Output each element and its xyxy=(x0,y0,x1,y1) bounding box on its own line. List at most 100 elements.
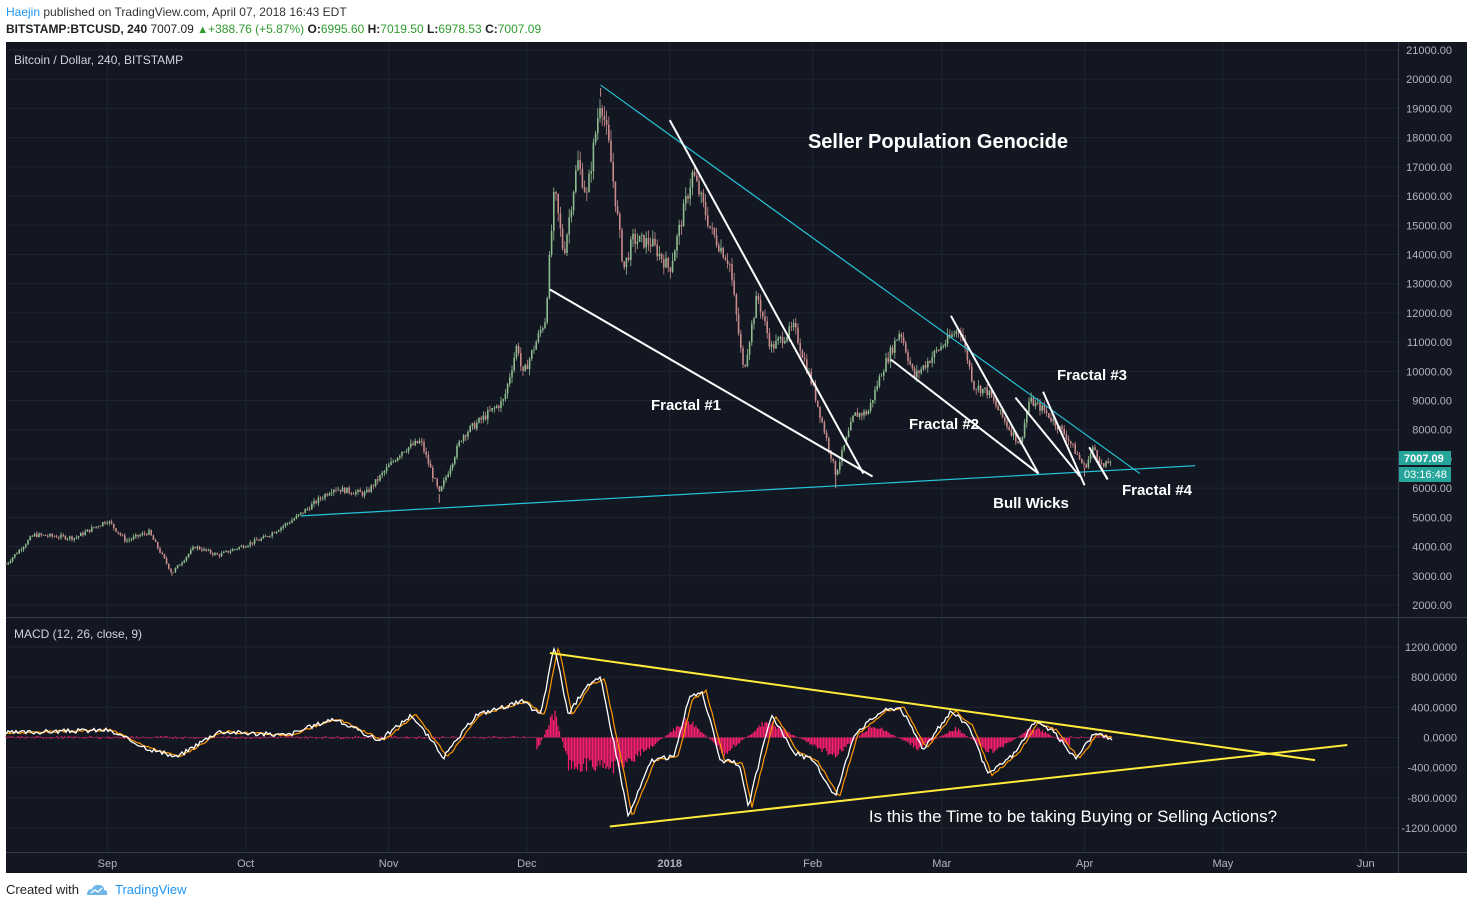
price-candle xyxy=(451,463,454,469)
macd-histogram-bar xyxy=(764,722,766,738)
price-candle xyxy=(396,457,399,462)
macd-histogram-bar xyxy=(50,737,52,739)
macd-histogram-bar xyxy=(92,737,94,738)
macd-histogram-bar xyxy=(267,737,270,739)
macd-histogram-bar xyxy=(342,737,345,739)
price-candle xyxy=(1037,402,1039,404)
author-link[interactable]: Haejin xyxy=(6,5,41,19)
macd-histogram-bar xyxy=(576,737,579,770)
macd-histogram-bar xyxy=(744,737,747,738)
price-candle xyxy=(625,257,628,268)
price-candle xyxy=(674,250,676,261)
macd-histogram-bar xyxy=(675,726,678,738)
macd-histogram-bar xyxy=(278,737,280,738)
macd-histogram-bar xyxy=(102,736,105,738)
macd-histogram-bar xyxy=(114,737,117,739)
price-candle xyxy=(689,187,691,199)
tradingview-brand[interactable]: TradingView xyxy=(85,882,187,897)
price-candle xyxy=(370,485,372,492)
macd-histogram-bar xyxy=(545,729,547,738)
last-price-tag-value: 7007.09 xyxy=(1404,453,1444,465)
macd-legend[interactable]: MACD (12, 26, close, 9) xyxy=(14,627,142,641)
price-candle xyxy=(874,389,876,401)
price-candle xyxy=(1072,443,1074,445)
macd-histogram-bar xyxy=(555,716,558,738)
price-candle xyxy=(247,545,249,547)
macd-histogram-bar xyxy=(339,737,342,739)
ohlc-header: BITSTAMP:BTCUSD, 240 7007.09 ▲+388.76 (+… xyxy=(6,22,541,36)
macd-tick-label: -1200.0000 xyxy=(1401,823,1457,835)
price-candle xyxy=(687,196,689,199)
price-legend[interactable]: Bitcoin / Dollar, 240, BITSTAMP xyxy=(14,53,183,67)
price-candle xyxy=(720,247,722,252)
macd-histogram-bar xyxy=(1085,736,1087,738)
macd-histogram-bar xyxy=(654,737,657,745)
macd-histogram-bar xyxy=(525,737,528,738)
macd-histogram-bar xyxy=(792,734,795,738)
macd-histogram-bar xyxy=(15,737,18,738)
macd-histogram-bar xyxy=(906,737,909,742)
price-candle xyxy=(929,361,931,363)
price-candle xyxy=(242,545,245,548)
price-candle xyxy=(605,120,608,125)
macd-histogram-bar xyxy=(531,736,534,738)
price-candle xyxy=(146,533,148,535)
macd-histogram-bar xyxy=(48,737,51,739)
macd-histogram-bar xyxy=(806,737,808,743)
price-candle xyxy=(286,523,289,524)
price-candle xyxy=(1030,397,1032,402)
macd-histogram-bar xyxy=(875,728,877,738)
macd-histogram-bar xyxy=(939,736,942,738)
macd-histogram-bar xyxy=(173,737,175,739)
price-candle xyxy=(416,440,419,444)
price-candle xyxy=(931,357,933,363)
macd-histogram-bar xyxy=(986,737,988,753)
price-candle xyxy=(922,365,925,370)
price-candle xyxy=(570,210,573,218)
macd-histogram-bar xyxy=(35,736,37,738)
macd-histogram-bar xyxy=(936,737,939,739)
x-tick-label: Dec xyxy=(517,858,537,870)
macd-histogram-bar xyxy=(351,737,354,739)
macd-histogram-bar xyxy=(201,737,204,738)
macd-histogram-bar xyxy=(647,737,649,748)
macd-histogram-bar xyxy=(234,737,237,739)
macd-histogram-bar xyxy=(600,737,603,761)
macd-histogram-bar xyxy=(1100,737,1102,739)
price-candle xyxy=(159,548,161,553)
price-candle xyxy=(1107,461,1109,464)
macd-histogram-bar xyxy=(197,737,199,739)
price-candle xyxy=(896,339,898,341)
price-candle xyxy=(786,337,788,342)
macd-histogram-bar xyxy=(617,737,619,766)
macd-histogram-bar xyxy=(306,737,309,739)
macd-histogram-bar xyxy=(605,737,607,769)
price-candle xyxy=(229,551,232,553)
macd-histogram-bar xyxy=(917,737,919,751)
macd-histogram-bar xyxy=(708,737,711,739)
macd-histogram-bar xyxy=(1098,736,1101,738)
price-candle xyxy=(581,168,584,188)
macd-histogram-bar xyxy=(195,737,198,738)
macd-histogram-bar xyxy=(765,722,768,738)
macd-histogram-bar xyxy=(914,737,916,746)
macd-histogram-bar xyxy=(162,737,165,738)
macd-histogram-bar xyxy=(1083,737,1086,738)
macd-histogram-bar xyxy=(156,736,159,738)
price-candle xyxy=(935,349,938,351)
macd-histogram-bar xyxy=(447,737,450,738)
price-candle xyxy=(1021,436,1024,442)
price-candle xyxy=(291,520,293,523)
chart-canvas[interactable]: Sep Oct Nov Dec 2018 Feb Mar Apr May Jun 2000.00 30… xyxy=(0,42,1473,876)
macd-histogram-bar xyxy=(249,737,252,739)
macd-histogram-bar xyxy=(759,726,762,738)
macd-histogram-bar xyxy=(369,737,372,739)
macd-histogram-bar xyxy=(728,737,730,751)
macd-histogram-bar xyxy=(488,736,490,738)
macd-histogram-bar xyxy=(426,737,429,738)
macd-histogram-bar xyxy=(995,737,997,751)
macd-histogram-bar xyxy=(797,737,799,738)
price-candle xyxy=(832,458,834,461)
macd-histogram-bar xyxy=(546,729,549,738)
macd-histogram-bar xyxy=(570,737,573,770)
